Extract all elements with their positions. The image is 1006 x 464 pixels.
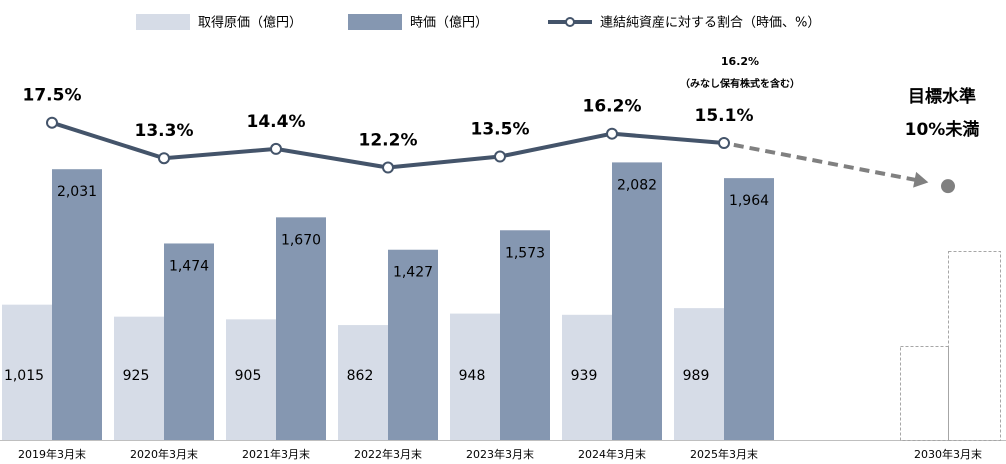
- bar-value-label: 1,573: [505, 245, 545, 261]
- x-tick-label: 2020年3月末: [130, 447, 198, 461]
- line-value-label: 13.3%: [135, 121, 194, 141]
- annotation: 16.2%: [721, 55, 759, 68]
- line-marker: [46, 116, 58, 129]
- bar: [226, 319, 276, 440]
- line-marker: [606, 127, 618, 140]
- bar: [674, 308, 724, 440]
- bar-value-label: 905: [235, 368, 262, 384]
- line-value-label: 13.5%: [471, 120, 530, 140]
- target-arrow: [733, 142, 921, 183]
- target-marker: [941, 179, 955, 194]
- bar: [52, 169, 102, 440]
- target-title: 目標水準: [908, 86, 976, 107]
- x-tick-label: 2021年3月末: [242, 447, 310, 461]
- line-marker: [494, 150, 506, 163]
- line-marker: [158, 152, 170, 165]
- target-label: 10%未満: [905, 119, 980, 140]
- line-value-label: 15.1%: [695, 106, 754, 126]
- line-value-label: 16.2%: [583, 97, 642, 117]
- x-tick-label: 2030年3月末: [914, 447, 982, 461]
- bar-value-label: 1,964: [729, 193, 769, 209]
- bar-value-label: 2,031: [57, 184, 97, 200]
- bar: [724, 178, 774, 440]
- bar-value-label: 1,015: [4, 368, 44, 384]
- bar-value-label: 862: [347, 368, 374, 384]
- bar: [114, 316, 164, 440]
- x-tick-label: 2025年3月末: [690, 447, 758, 461]
- line-marker: [718, 137, 730, 149]
- line-value-label: 12.2%: [359, 131, 418, 151]
- bar: [450, 313, 500, 440]
- bar-value-label: 925: [123, 368, 150, 384]
- bar-value-label: 989: [683, 368, 710, 384]
- bar-value-label: 1,427: [393, 265, 433, 281]
- legend-label: 取得原価（億円）: [198, 15, 302, 31]
- bar-value-label: 1,670: [281, 232, 321, 248]
- line-marker: [270, 142, 282, 155]
- legend-marker: [565, 17, 575, 27]
- bar: [276, 217, 326, 440]
- bar: [388, 249, 438, 440]
- legend-swatch: [348, 14, 402, 30]
- bar: [500, 230, 550, 440]
- x-tick-label: 2023年3月末: [466, 447, 534, 461]
- bar: [612, 162, 662, 440]
- legend-label: 連結純資産に対する割合（時価、%）: [600, 15, 820, 31]
- bar: [2, 304, 52, 440]
- legend-swatch: [136, 14, 190, 30]
- bar-value-label: 1,474: [169, 258, 209, 274]
- bar: [338, 325, 388, 440]
- future-bar: [900, 346, 949, 441]
- line-value-label: 17.5%: [23, 86, 82, 106]
- future-bar: [948, 251, 1001, 441]
- bar: [164, 243, 214, 440]
- bar: [562, 314, 612, 440]
- bar-value-label: 948: [459, 368, 486, 384]
- line-marker: [382, 161, 394, 174]
- arrow-head: [913, 171, 929, 188]
- x-tick-label: 2024年3月末: [578, 447, 646, 461]
- bar-value-label: 939: [571, 368, 598, 384]
- line-value-label: 14.4%: [247, 112, 306, 132]
- x-tick-label: 2022年3月末: [354, 447, 422, 461]
- x-tick-label: 2019年3月末: [18, 447, 86, 461]
- annotation: （みなし保有株式を含む）: [680, 77, 800, 90]
- legend-label: 時価（億円）: [410, 15, 488, 31]
- bar-value-label: 2,082: [617, 177, 657, 193]
